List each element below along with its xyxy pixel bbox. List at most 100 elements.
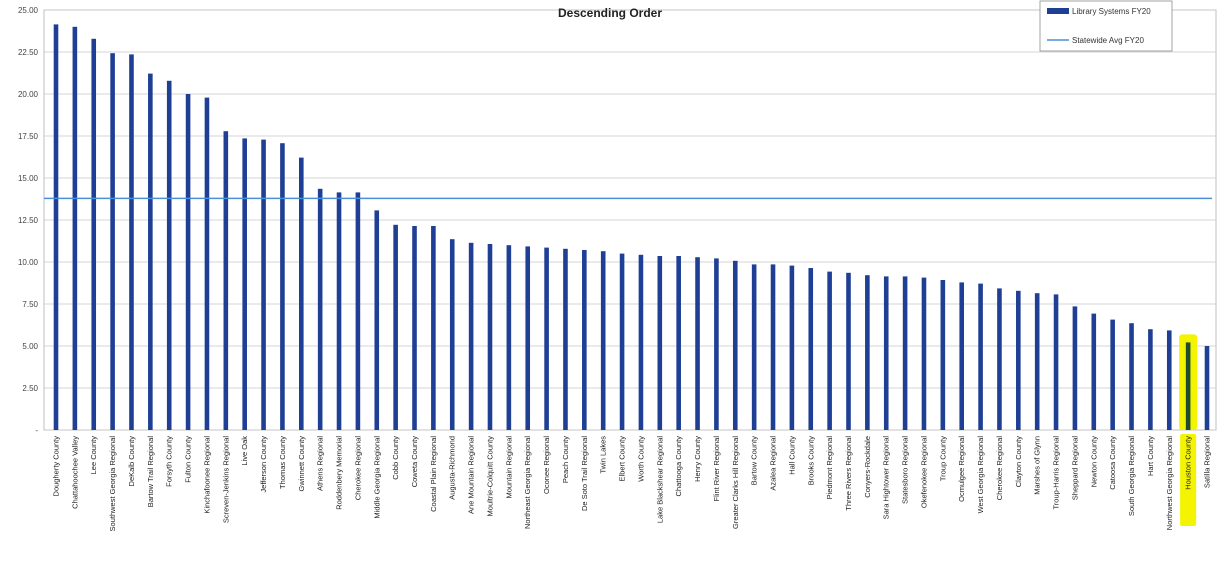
category-label: Brooks County <box>806 436 815 485</box>
category-label: Clayton County <box>1014 436 1023 488</box>
bar <box>544 247 549 430</box>
category-label: Lake Blackshear Regional <box>655 436 664 523</box>
category-label: Azalea Regional <box>769 436 778 491</box>
bar <box>997 288 1002 430</box>
y-tick-label: 20.00 <box>18 90 39 99</box>
category-label: Jefferson County <box>259 436 268 493</box>
legend-label-series: Library Systems FY20 <box>1072 7 1151 16</box>
category-label: Cherokee Regional <box>995 436 1004 501</box>
gridlines <box>44 9 1216 431</box>
category-label: Chattooga County <box>674 436 683 497</box>
category-label: Statesboro Regional <box>901 436 910 504</box>
bar <box>1091 313 1097 430</box>
category-label: Satilla Regional <box>1203 436 1212 488</box>
bar <box>1148 329 1153 430</box>
bar <box>695 257 700 430</box>
bar <box>148 73 153 430</box>
category-label: Sara Hightower Regional <box>882 436 891 520</box>
bar <box>110 53 115 430</box>
bar <box>563 248 568 430</box>
bar <box>619 253 625 430</box>
y-tick-label: 22.50 <box>18 48 39 57</box>
bar <box>355 192 361 430</box>
bars <box>53 24 1210 431</box>
category-label: Greater Clarks Hill Regional <box>731 436 740 529</box>
bar <box>72 26 78 431</box>
bar <box>582 250 587 430</box>
bar <box>166 80 172 431</box>
category-label: Peach County <box>561 436 570 483</box>
bar <box>808 268 814 430</box>
y-axis-ticks: - 2.50 5.00 7.50 10.00 12.50 15.00 17.50 20.00 22… <box>18 6 39 435</box>
bar <box>1072 306 1078 430</box>
bar <box>317 188 323 430</box>
category-label: South Georgia Regional <box>1127 436 1136 516</box>
category-label: Marshes of Glynn <box>1033 436 1042 495</box>
bar <box>865 275 870 430</box>
bar <box>91 38 97 431</box>
category-label: Elbert County <box>618 436 627 482</box>
y-tick-label: 2.50 <box>22 384 38 393</box>
legend-bar-swatch <box>1047 8 1069 14</box>
category-label: Live Oak <box>240 436 249 466</box>
bar <box>204 97 210 430</box>
y-tick-label: 12.50 <box>18 216 39 225</box>
category-label: Chattahoochee Valley <box>70 436 79 509</box>
category-label: Henry County <box>693 436 702 482</box>
category-label: Piedmont Regional <box>825 436 834 500</box>
category-label: Southwest Georgia Regional <box>108 436 117 532</box>
category-label: Coweta County <box>410 436 419 488</box>
bar <box>1016 290 1021 430</box>
bar <box>185 94 191 430</box>
bar <box>431 226 436 430</box>
category-label: DeKalb County <box>127 436 136 487</box>
bar <box>1204 346 1210 430</box>
highlight-label-marker <box>1180 434 1197 526</box>
y-tick-label: 5.00 <box>22 342 38 351</box>
y-tick-label: 10.00 <box>18 258 39 267</box>
category-label: Fulton County <box>184 436 193 483</box>
bar <box>412 226 417 430</box>
bar <box>525 246 531 430</box>
category-label: Mountain Regional <box>504 436 513 499</box>
category-label: Thomas County <box>278 436 287 489</box>
category-labels: Dougherty County Chattahoochee Valley Lee … <box>52 436 1212 532</box>
category-label: Moultrie-Colquitt County <box>485 436 494 517</box>
bar <box>846 272 851 430</box>
bar <box>883 276 889 430</box>
bar <box>1053 294 1059 430</box>
category-label: Catoosa County <box>1108 436 1117 490</box>
chart-title: Descending Order <box>558 6 662 20</box>
bar <box>242 138 247 430</box>
bar <box>374 210 380 430</box>
bar <box>657 256 663 430</box>
bar <box>53 24 59 431</box>
bar <box>298 157 304 430</box>
bar <box>336 192 342 430</box>
bar <box>732 260 738 430</box>
bar <box>1110 319 1115 430</box>
legend: Library Systems FY20 Statewide Avg FY20 <box>1039 0 1173 52</box>
category-label: Hart County <box>1146 436 1155 476</box>
category-label: Gwinnett County <box>297 436 306 492</box>
bar <box>921 277 927 430</box>
category-label: Augusta-Richmond <box>448 436 457 500</box>
bar <box>223 131 229 430</box>
bar <box>1166 330 1172 430</box>
category-label: Cobb County <box>391 436 400 480</box>
y-tick-label: - <box>35 426 38 435</box>
bar <box>751 264 757 430</box>
bar <box>449 239 455 430</box>
category-label: Three Rivers Regional <box>844 436 853 511</box>
bar <box>978 283 983 430</box>
category-label: Flint River Regional <box>712 436 721 502</box>
category-label: Oconee Regional <box>542 436 551 494</box>
category-label: Ocmulgee Regional <box>957 436 966 502</box>
bar <box>676 256 681 430</box>
category-label: Cherokee Regional <box>353 436 362 501</box>
category-label: Roddenbery Memorial <box>335 436 344 510</box>
bar <box>468 242 474 430</box>
category-label: Athens Regional <box>316 436 325 491</box>
category-label: Screven-Jenkins Regional <box>221 436 230 523</box>
category-label: Kinchafoonee Regional <box>202 436 211 514</box>
